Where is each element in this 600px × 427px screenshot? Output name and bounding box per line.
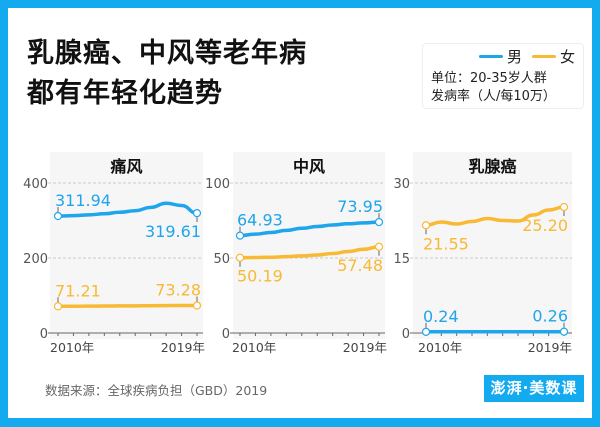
- panel-1: 中风 0 50 100 2010年 2019年 64.93 73.95 50.19 57.48: [205, 152, 387, 355]
- y-tick-label: 50: [213, 252, 230, 267]
- series-line-female: [238, 245, 381, 260]
- data-point: [192, 301, 202, 310]
- data-label: 25.20: [522, 216, 568, 235]
- data-point: [559, 327, 569, 336]
- female-swatch: [531, 55, 556, 58]
- series-line-male: [238, 220, 381, 238]
- x-tick-label: 2019年: [161, 340, 205, 355]
- data-label: 0.24: [423, 307, 459, 326]
- panel-2: 乳腺癌 0 15 30 2010年 2019年 0.24 0.26 21.55 25.20: [393, 152, 572, 355]
- x-tick-label: 2010年: [232, 340, 276, 355]
- panel-title: 痛风: [109, 157, 142, 176]
- y-tick-label: 400: [23, 177, 48, 192]
- y-tick-label: 0: [402, 327, 410, 342]
- unit-line-1: 单位：20-35岁人群: [431, 71, 547, 86]
- data-label: 50.19: [237, 267, 283, 286]
- logo: 澎湃·美数课: [484, 375, 584, 402]
- panel-title: 中风: [293, 157, 325, 176]
- legend: 男 女 单位：20-35岁人群 发病率（人/每10万）: [422, 43, 584, 109]
- data-label: 0.26: [532, 307, 568, 326]
- data-label: 311.94: [55, 191, 111, 210]
- panel-background: [50, 152, 203, 339]
- data-label: 73.28: [155, 281, 201, 300]
- series-line-male: [56, 201, 199, 218]
- title-line-2: 都有年轻化趋势: [27, 78, 223, 109]
- panel-background: [233, 152, 385, 339]
- series-line-female: [56, 303, 199, 309]
- legend-male: 男: [506, 48, 522, 66]
- data-label: 21.55: [423, 234, 469, 253]
- data-point: [421, 327, 431, 336]
- data-point: [374, 217, 384, 227]
- data-point: [421, 221, 431, 230]
- y-tick-label: 100: [205, 177, 230, 192]
- data-point: [235, 253, 245, 262]
- series-line-female: [424, 205, 566, 227]
- y-tick-label: 30: [393, 177, 410, 192]
- source-note: 数据来源：全球疾病负担（GBD）2019: [45, 383, 268, 398]
- unit-line-2: 发病率（人/每10万）: [431, 89, 556, 104]
- x-tick-label: 2019年: [528, 340, 572, 355]
- panel-0: 痛风 0 200 400 2010年 2019年 311.94 319.61 71.21 73.2…: [23, 152, 205, 355]
- y-tick-label: 15: [393, 252, 410, 267]
- data-point: [192, 209, 202, 218]
- data-label: 57.48: [337, 256, 383, 275]
- panel-title: 乳腺癌: [468, 157, 516, 176]
- data-label: 319.61: [145, 222, 201, 241]
- data-point: [53, 302, 63, 311]
- data-point: [235, 231, 245, 240]
- data-label: 71.21: [55, 281, 101, 300]
- title-line-1: 乳腺癌、中风等老年病: [27, 38, 307, 69]
- data-label: 64.93: [237, 211, 283, 230]
- y-tick-label: 0: [40, 327, 48, 342]
- legend-female: 女: [559, 48, 575, 66]
- data-point: [374, 242, 384, 251]
- data-label: 73.95: [337, 197, 383, 216]
- x-tick-label: 2010年: [418, 340, 462, 355]
- y-tick-label: 200: [23, 252, 48, 267]
- x-tick-label: 2019年: [343, 340, 387, 355]
- page-title: 乳腺癌、中风等老年病 都有年轻化趋势: [27, 34, 307, 114]
- y-tick-label: 0: [222, 327, 230, 342]
- male-swatch: [478, 55, 503, 58]
- data-point: [559, 202, 569, 212]
- x-tick-label: 2010年: [50, 340, 94, 355]
- data-point: [53, 211, 63, 221]
